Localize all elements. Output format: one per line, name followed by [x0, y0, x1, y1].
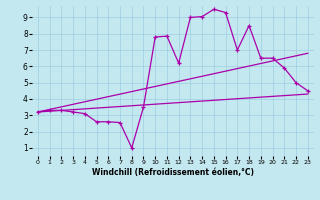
X-axis label: Windchill (Refroidissement éolien,°C): Windchill (Refroidissement éolien,°C)	[92, 168, 254, 177]
